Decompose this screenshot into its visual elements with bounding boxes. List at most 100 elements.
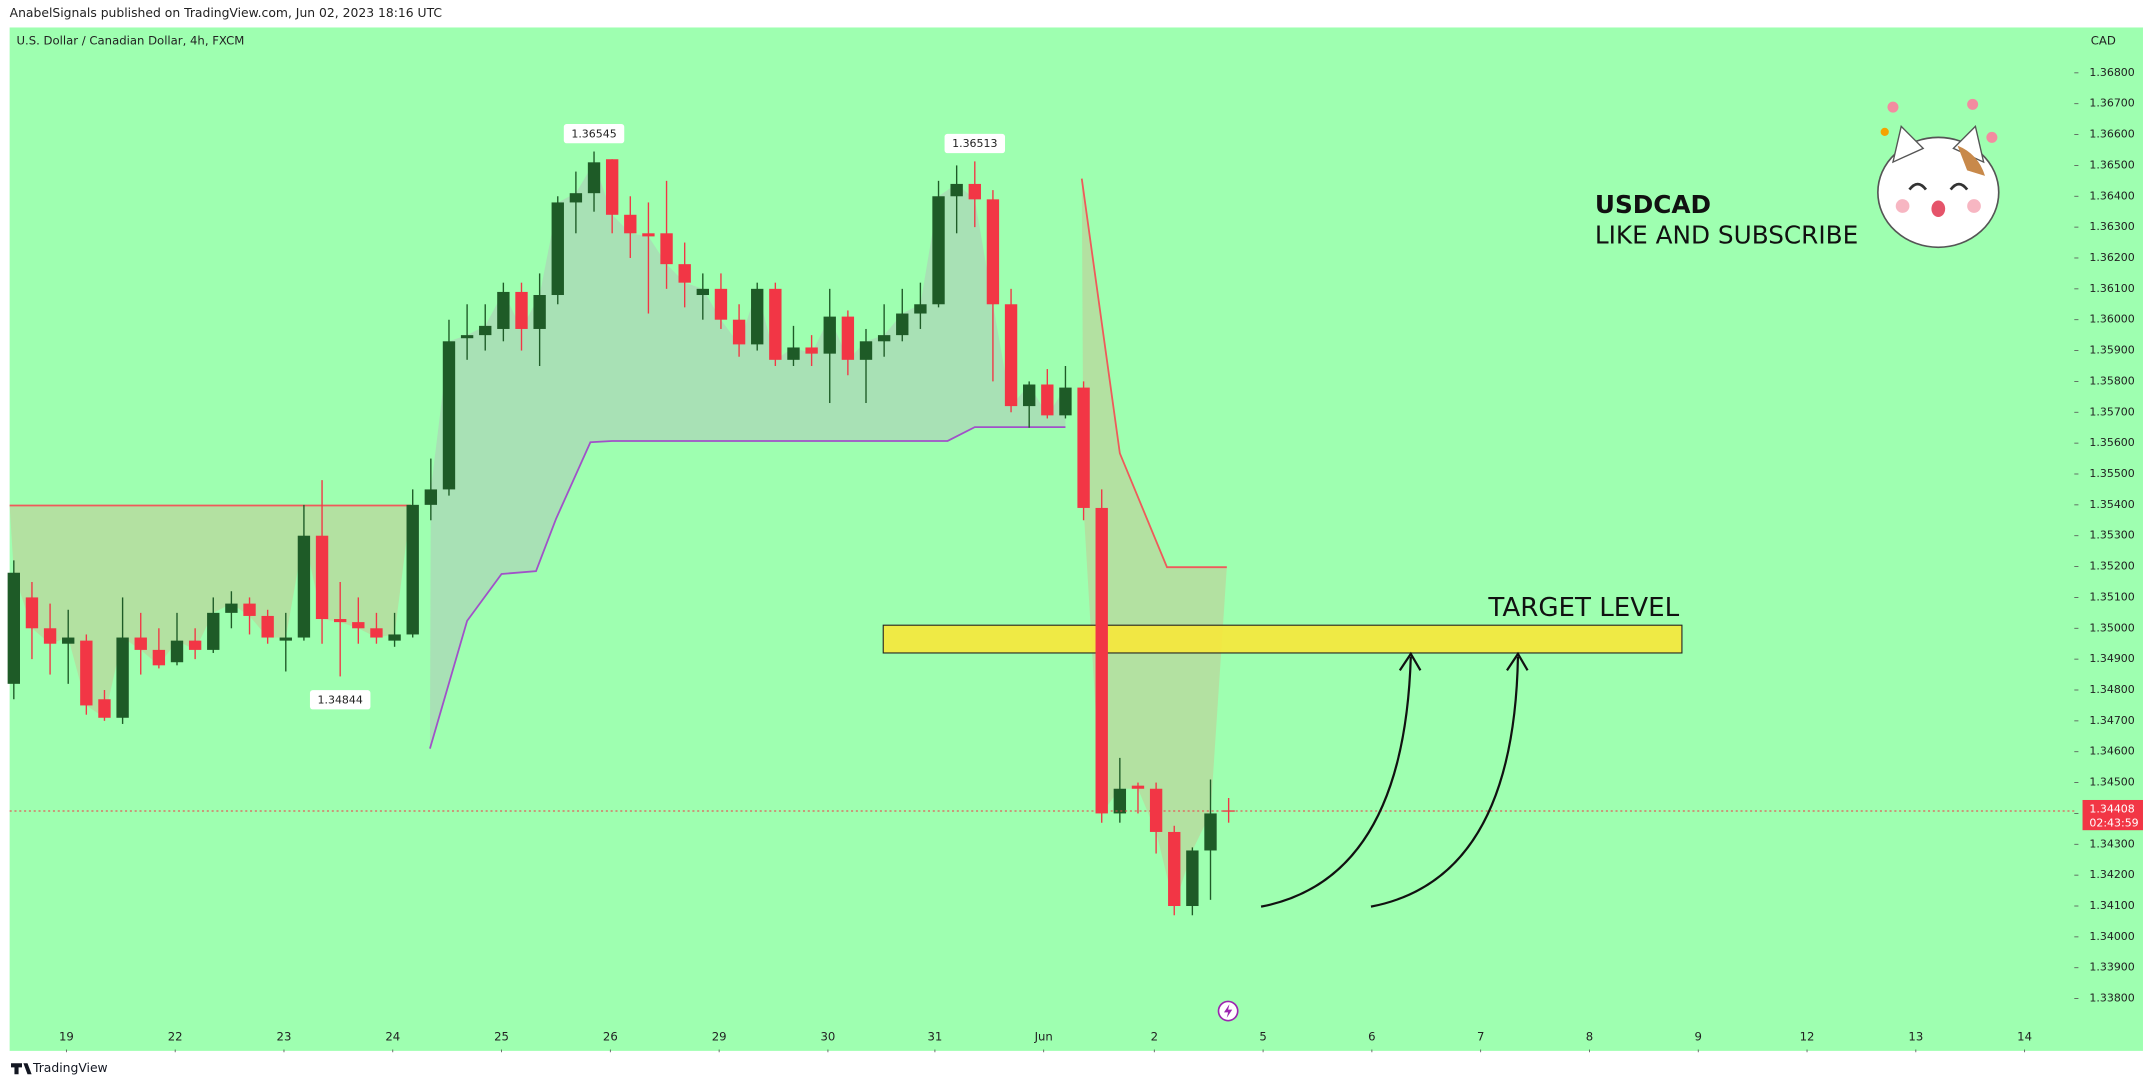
- trend-fill: [9, 505, 411, 718]
- candle-body: [7, 572, 20, 684]
- candle-body: [1168, 831, 1181, 907]
- countdown: 02:43:59: [2089, 816, 2138, 829]
- x-tick-label: 31: [927, 1030, 942, 1044]
- y-tick-label: 1.35600: [2089, 436, 2134, 449]
- y-tick-label: 1.36700: [2089, 97, 2134, 110]
- arrow: [1260, 656, 1412, 908]
- candle-body: [986, 199, 1000, 305]
- candle-body: [80, 640, 93, 706]
- y-tick-label: 1.35100: [2089, 590, 2134, 603]
- candle-body: [1186, 850, 1199, 907]
- alert-icon[interactable]: [1217, 1000, 1239, 1022]
- candle-body: [1222, 810, 1235, 812]
- candle-body: [587, 162, 601, 194]
- candle-body: [98, 699, 111, 718]
- candle-body: [225, 603, 238, 613]
- y-tick-label: 1.34200: [2089, 868, 2134, 881]
- arrow: [1370, 656, 1520, 908]
- x-tick-label: 7: [1477, 1030, 1484, 1044]
- arrows: [1260, 651, 1529, 908]
- y-tick-label: 1.36100: [2089, 282, 2134, 295]
- candle-body: [43, 628, 57, 644]
- y-tick-label: 1.34700: [2089, 714, 2134, 727]
- candle-body: [1004, 304, 1018, 407]
- candle-body: [406, 504, 419, 635]
- candle-body: [334, 619, 347, 623]
- y-tick-label: 1.35300: [2089, 529, 2134, 542]
- candle-body: [370, 628, 383, 638]
- candle-body: [1059, 387, 1072, 416]
- y-tick-label: 1.36000: [2089, 313, 2134, 326]
- candle-body: [388, 634, 401, 641]
- candle-body: [823, 316, 836, 354]
- brand: TradingView: [32, 1061, 108, 1075]
- candle-body: [1131, 785, 1145, 789]
- y-tick-label: 1.35200: [2089, 560, 2134, 573]
- candle-body: [315, 535, 329, 620]
- y-tick-label: 1.34000: [2089, 930, 2134, 943]
- x-tick-label: 6: [1368, 1030, 1375, 1044]
- candle-body: [732, 319, 746, 345]
- y-tick-label: 1.35900: [2089, 344, 2134, 357]
- y-tick-label: 1.34500: [2089, 776, 2134, 789]
- x-tick-label: 29: [712, 1030, 727, 1044]
- y-tick-label: 1.34800: [2089, 683, 2134, 696]
- y-tick-label: 1.35000: [2089, 621, 2134, 634]
- candle-body: [569, 193, 583, 203]
- candle-body: [769, 288, 782, 360]
- candle-body: [188, 640, 202, 650]
- plot: 1.33800 1.33900 1.34000 1.34100 1.34200 1.343…: [7, 66, 2143, 1053]
- trend-fill: [429, 162, 1066, 749]
- x-tick-label: 14: [2017, 1030, 2032, 1044]
- candle-body: [297, 535, 311, 638]
- cat-sticker: [1877, 98, 2000, 249]
- trend-line: [1080, 178, 1227, 569]
- candle-body: [624, 214, 637, 234]
- candle-body: [642, 233, 655, 237]
- candle-body: [207, 612, 220, 650]
- y-tick-label: 1.34300: [2089, 837, 2134, 850]
- x-tick-label: 25: [494, 1030, 509, 1044]
- currency-label: CAD: [2091, 34, 2116, 48]
- y-tick-label: 1.35700: [2089, 405, 2134, 418]
- candle-body: [1041, 384, 1054, 416]
- price-callout: 1.36513: [952, 137, 997, 150]
- candle-body: [859, 341, 873, 360]
- x-tick-label: 5: [1259, 1030, 1266, 1044]
- x-tick-label: 23: [277, 1030, 292, 1044]
- subline: LIKE AND SUBSCRIBE: [1595, 220, 1858, 249]
- y-tick-label: 1.36600: [2089, 128, 2134, 141]
- price-callout-box: [309, 690, 371, 710]
- candle-body: [116, 637, 129, 718]
- headline: USDCAD: [1595, 190, 1711, 219]
- arrow-head: [1398, 651, 1422, 671]
- x-tick-label: 22: [168, 1030, 183, 1044]
- candle-body: [152, 649, 166, 666]
- candle-body: [751, 288, 764, 345]
- x-tick-label: Jun: [1034, 1030, 1053, 1044]
- candle-body: [25, 597, 39, 629]
- price-callout: 1.34844: [318, 693, 363, 706]
- candle-body: [968, 183, 981, 200]
- x-tick-label: 9: [1695, 1030, 1702, 1044]
- y-tick-label: 1.33800: [2089, 992, 2134, 1005]
- x-tick-label: 2: [1151, 1030, 1158, 1044]
- y-tick-label: 1.34900: [2089, 652, 2134, 665]
- x-tick-label: 24: [385, 1030, 400, 1044]
- candle-body: [1149, 788, 1163, 832]
- candle-body: [1095, 507, 1108, 814]
- chart-title: U.S. Dollar / Canadian Dollar, 4h, FXCM: [17, 34, 245, 48]
- target-label: TARGET LEVEL: [1487, 593, 1679, 623]
- candle-body: [243, 603, 256, 616]
- y-tick-label: 1.36200: [2089, 251, 2134, 264]
- candle-body: [460, 335, 474, 339]
- last-price: 1.34408: [2089, 803, 2134, 816]
- y-tick-label: 1.34600: [2089, 745, 2134, 758]
- candle-body: [352, 622, 365, 629]
- candle-body: [1077, 387, 1090, 508]
- x-tick-label: 8: [1586, 1030, 1593, 1044]
- candle-body: [1023, 384, 1036, 407]
- y-tick-label: 1.34100: [2089, 899, 2134, 912]
- y-tick-label: 1.35400: [2089, 498, 2134, 511]
